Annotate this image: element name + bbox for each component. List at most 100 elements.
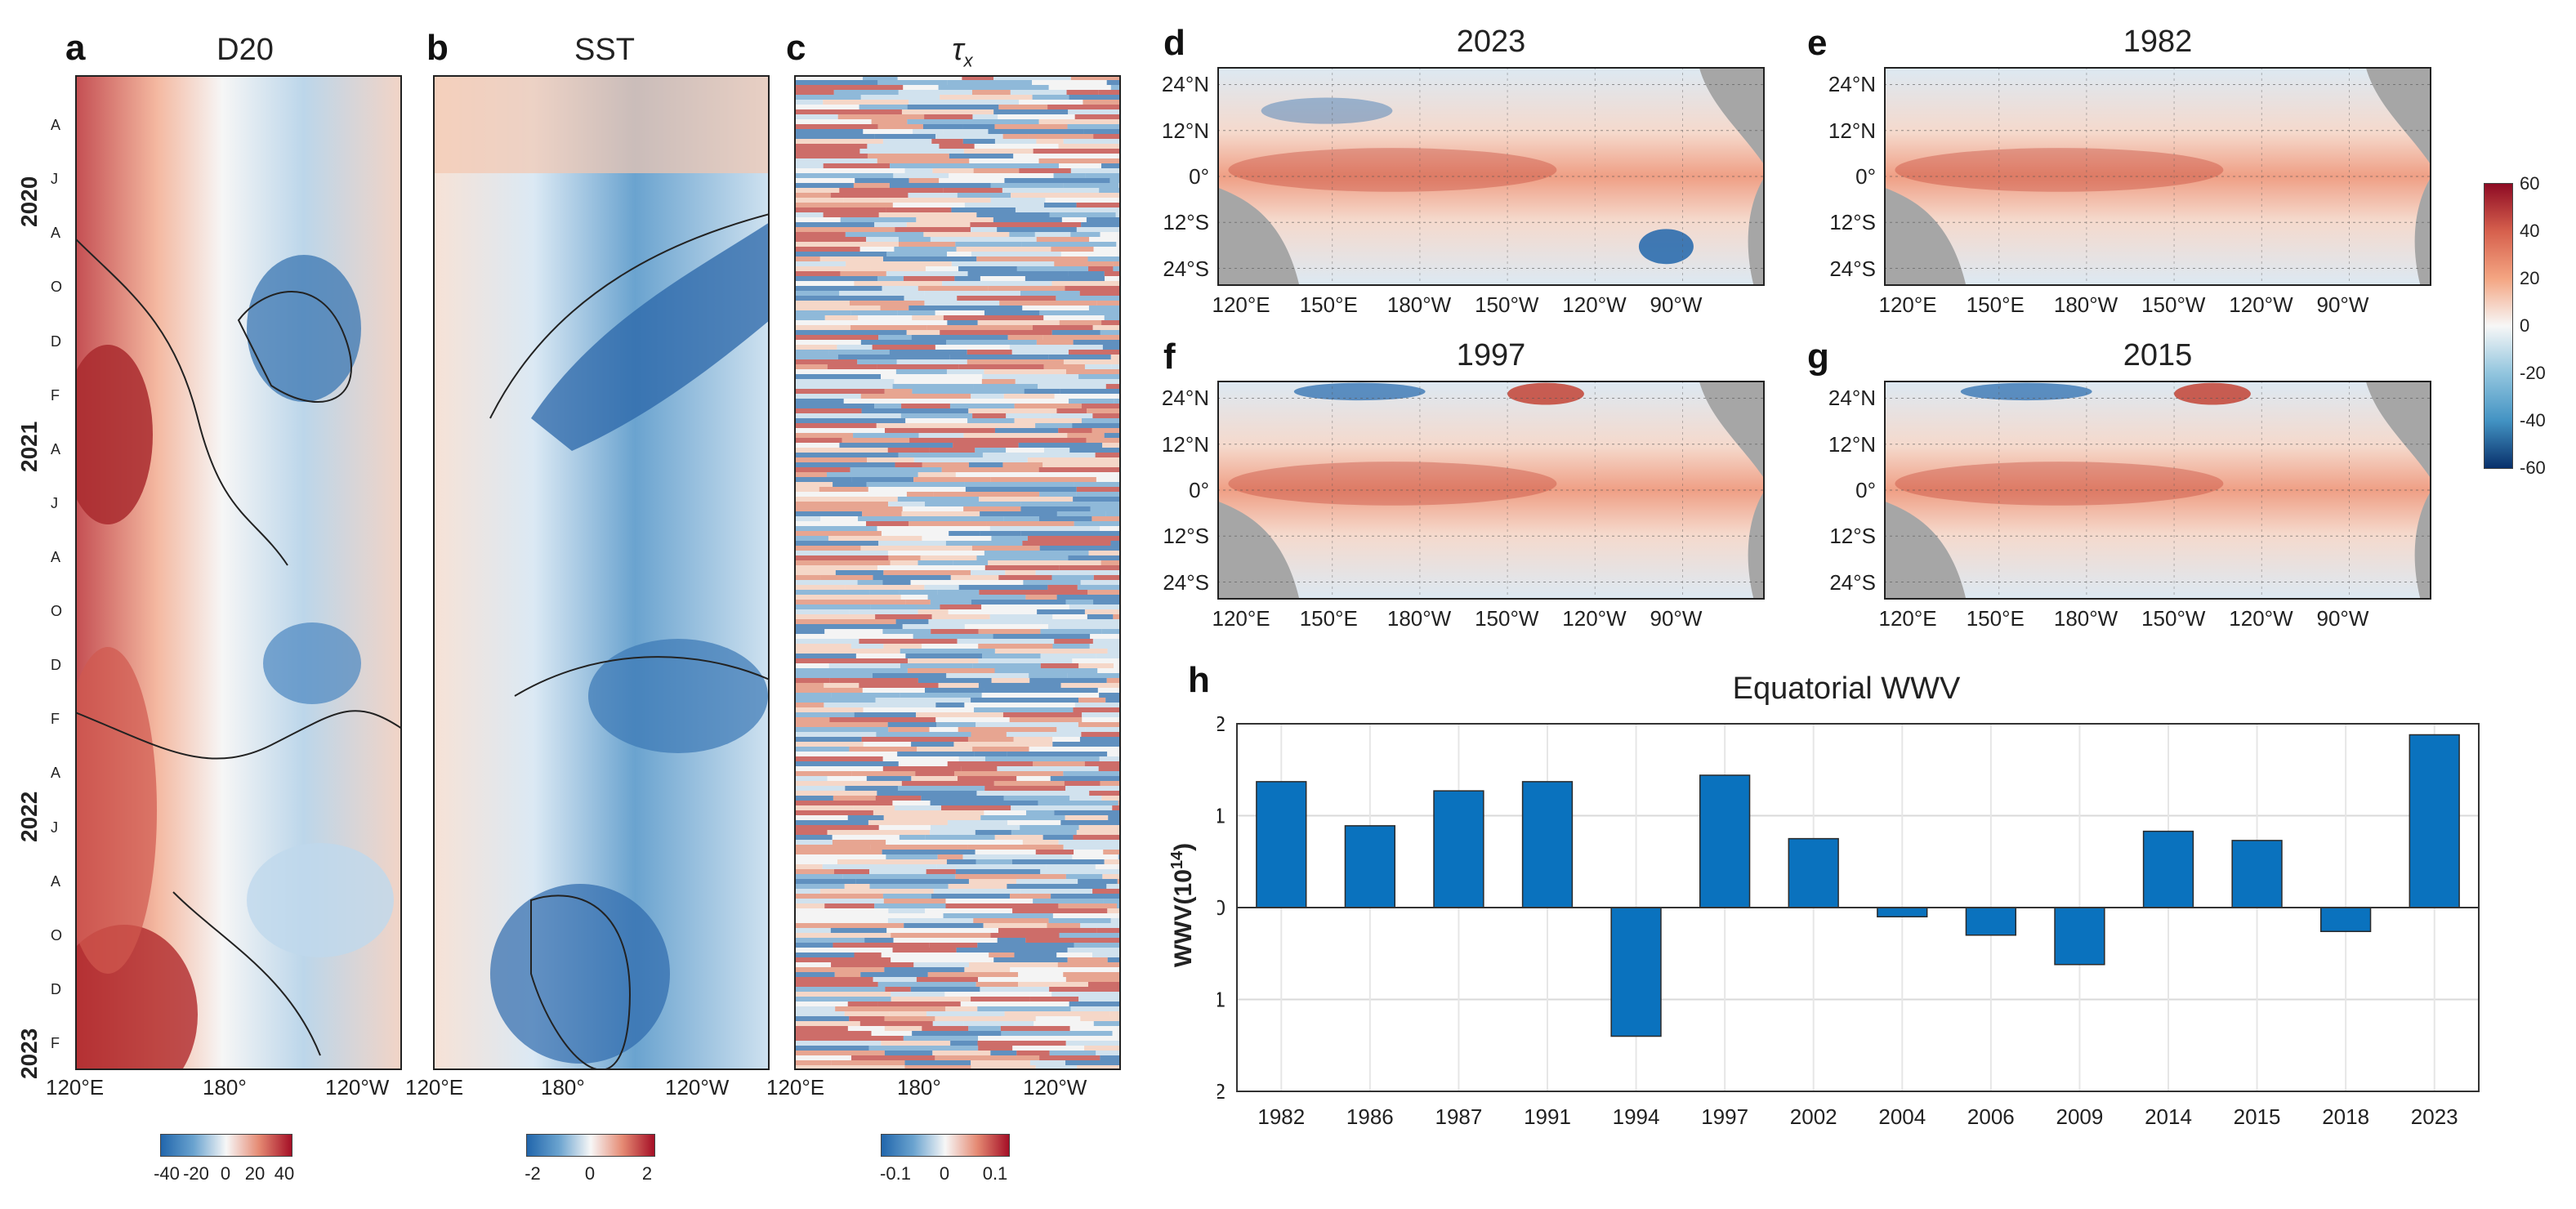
ylabel-exponent: 14: [1168, 850, 1186, 870]
x-tick-b-180: 180°: [541, 1075, 585, 1100]
bar-2006: [1965, 907, 2017, 936]
map-lon-tick: 90°W: [1650, 606, 1703, 631]
colorbar-maps-tick: -20: [2520, 363, 2546, 383]
x-tick-c-180: 180°: [897, 1075, 941, 1100]
map-lon-tick: 120°W: [1562, 292, 1627, 317]
bar-y-tick: -2: [1217, 1079, 1225, 1104]
map-lon-tick: 150°W: [1475, 606, 1539, 631]
map-title-2023: 2023: [1456, 25, 1526, 59]
map-plot: [1217, 67, 1765, 286]
colorbar-maps-tick: 0: [2520, 315, 2530, 336]
bar-x-tick-1982: 1982: [1257, 1104, 1305, 1129]
panel-label-a: a: [65, 28, 86, 68]
map-lon-tick: 90°W: [2316, 292, 2369, 317]
cbar-d20-tick-1: -20: [183, 1163, 209, 1184]
month-label: A: [51, 117, 61, 134]
map-lat-tick: 12°S: [1829, 524, 1876, 549]
map-lat-tick: 24°S: [1163, 256, 1209, 281]
colorbar-maps: [2484, 183, 2513, 469]
panel-label-g: g: [1807, 337, 1829, 377]
month-label: O: [51, 926, 63, 944]
month-label: A: [51, 765, 61, 782]
panel-label-b: b: [426, 28, 449, 68]
panel-title-c: τx: [799, 33, 1126, 72]
map-lon-tick: 150°E: [1299, 292, 1358, 317]
bar-x-tick-1991: 1991: [1524, 1104, 1571, 1129]
x-tick-a-120e: 120°E: [46, 1075, 105, 1100]
map-lat-tick: 12°N: [1161, 118, 1209, 143]
map-plot: [1217, 381, 1765, 600]
x-tick-b-120e: 120°E: [405, 1075, 464, 1100]
bar-y-tick: 2: [1217, 712, 1225, 736]
x-tick-c-120e: 120°E: [766, 1075, 825, 1100]
map-lon-tick: 180°W: [1386, 606, 1452, 631]
hovmoller-d20-frame: [75, 75, 402, 1070]
map-lon-tick: 120°E: [1212, 606, 1270, 631]
colorbar-maps-tick: 20: [2520, 268, 2540, 288]
cbar-taux-tick-1: 0: [939, 1163, 950, 1184]
map-lat-tick: 12°N: [1828, 118, 1876, 143]
bar-1987: [1433, 790, 1484, 908]
colorbar-maps-tick: -40: [2520, 410, 2546, 431]
map-title-1997: 1997: [1456, 338, 1526, 373]
x-tick-c-120w: 120°W: [1023, 1075, 1087, 1100]
month-label: F: [51, 711, 60, 728]
colorbar-maps-tick: -60: [2520, 457, 2546, 478]
bar-2009: [2054, 907, 2105, 966]
x-tick-a-120w: 120°W: [325, 1075, 390, 1100]
map-lon-tick: 120°E: [1878, 606, 1937, 631]
bar-y-tick: 1: [1217, 804, 1225, 828]
cbar-sst-tick-0: -2: [525, 1163, 541, 1184]
map-lat-tick: 12°S: [1163, 210, 1209, 235]
map-lon-tick: 150°W: [2141, 292, 2206, 317]
month-label: A: [51, 440, 61, 457]
map-plot: [1884, 67, 2431, 286]
tau-subscript: x: [963, 50, 973, 71]
map-lon-tick: 180°W: [2053, 292, 2118, 317]
bar-2002: [1788, 837, 1839, 908]
bar-x-tick-1986: 1986: [1346, 1104, 1394, 1129]
bar-2023: [2409, 734, 2460, 908]
map-lon-tick: 150°W: [2141, 606, 2206, 631]
colorbar-maps-tick: 40: [2520, 221, 2540, 241]
cbar-taux-tick-2: 0.1: [982, 1163, 1008, 1184]
map-lat-tick: 24°S: [1829, 569, 1876, 595]
x-tick-a-180: 180°: [203, 1075, 247, 1100]
bar-2015: [2231, 840, 2283, 908]
map-lat-tick: 24°N: [1828, 72, 1876, 97]
bar-x-tick-2015: 2015: [2234, 1104, 2281, 1129]
bar-x-tick-2002: 2002: [1790, 1104, 1837, 1129]
bar-x-tick-2006: 2006: [1967, 1104, 2015, 1129]
panel-title-b: SST: [574, 33, 635, 67]
bar-1991: [1521, 781, 1574, 908]
map-lon-tick: 150°W: [1475, 292, 1539, 317]
map-lat-tick: 12°N: [1161, 431, 1209, 457]
month-label: F: [51, 386, 60, 404]
map-lat-tick: 0°: [1855, 164, 1876, 189]
hovmoller-sst-frame: [433, 75, 770, 1070]
panel-title-a: D20: [217, 33, 274, 67]
bar-1994: [1610, 907, 1662, 1037]
bar-y-tick: 0: [1217, 895, 1225, 920]
map-lat-tick: 24°N: [1161, 72, 1209, 97]
bar-x-tick-1997: 1997: [1701, 1104, 1748, 1129]
month-label: A: [51, 872, 61, 890]
cbar-sst-tick-1: 0: [584, 1163, 596, 1184]
panel-label-c: c: [786, 28, 806, 68]
bar-x-tick-1987: 1987: [1435, 1104, 1483, 1129]
year-label-2023: 2023: [16, 1028, 42, 1079]
map-lat-tick: 24°N: [1161, 386, 1209, 411]
month-label: F: [51, 1034, 60, 1051]
bar-1986: [1344, 825, 1396, 908]
hovmoller-d20-plot: [75, 75, 402, 1070]
bar-y-tick: -1: [1217, 988, 1225, 1012]
tau-symbol: τ: [952, 33, 964, 67]
map-lon-tick: 90°W: [1650, 292, 1703, 317]
panel-label-f: f: [1163, 337, 1176, 377]
map-plot: [1884, 381, 2431, 600]
panel-label-d: d: [1163, 23, 1185, 63]
cbar-d20-tick-4: 40: [274, 1163, 295, 1184]
map-lon-tick: 150°E: [1966, 292, 2025, 317]
map-lat-tick: 24°S: [1829, 256, 1876, 281]
bar-x-tick-2004: 2004: [1878, 1104, 1926, 1129]
